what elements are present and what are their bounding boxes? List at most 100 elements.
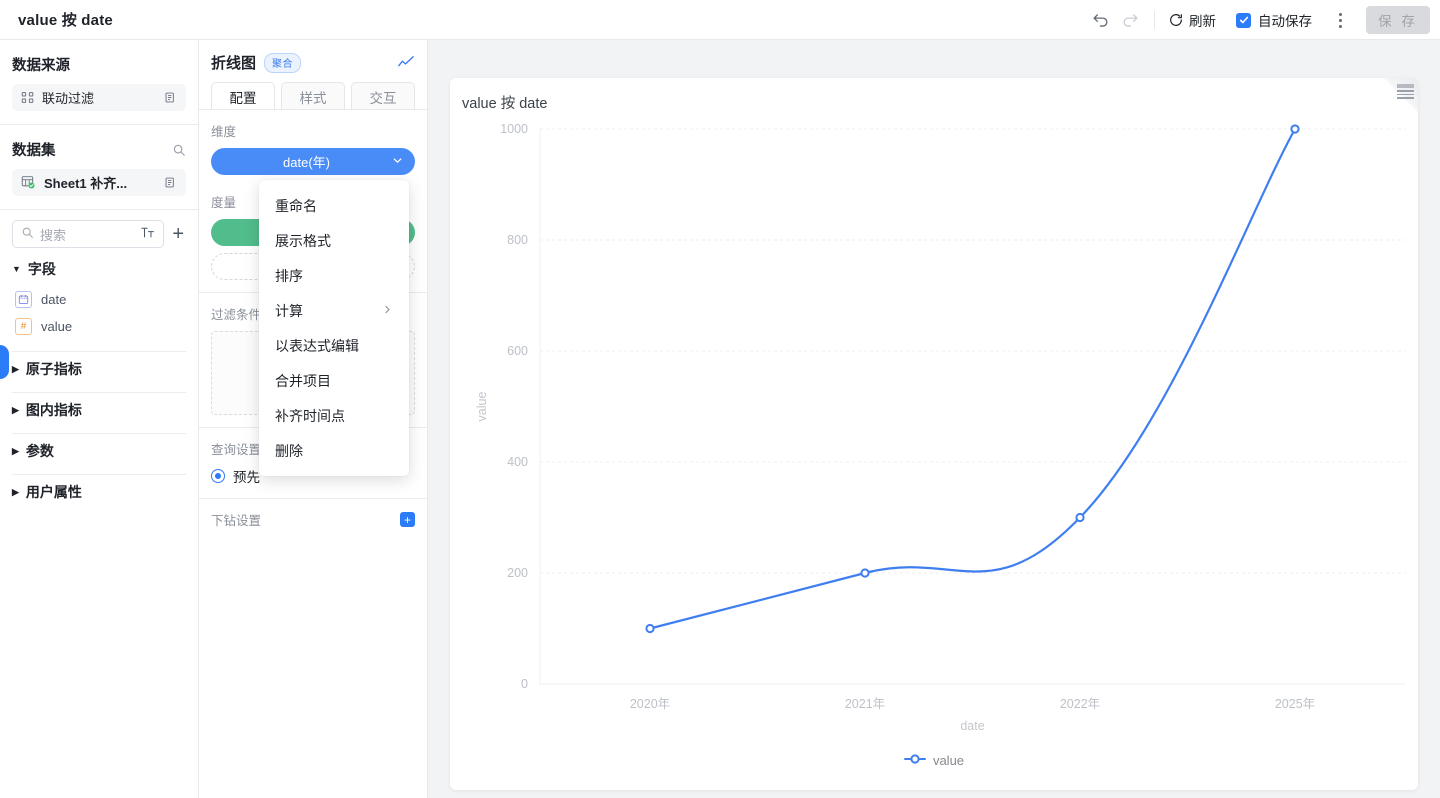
data-source-title: 数据来源 (12, 58, 70, 74)
caret-right-icon: ▶ (12, 486, 19, 497)
line-chart-icon[interactable] (397, 54, 415, 72)
menu-item-label: 排序 (275, 267, 303, 284)
series-line-value[interactable] (648, 127, 1297, 630)
caret-right-icon: ▶ (12, 363, 19, 374)
dimension-context-menu: 重命名 展示格式 排序 计算 以表达式编辑 合并项目 补齐时间点 删除 (259, 180, 409, 476)
refresh-button[interactable]: 刷新 (1164, 10, 1220, 30)
checkbox-checked-icon[interactable] (1236, 12, 1251, 28)
menu-item-display-format[interactable]: 展示格式 (259, 223, 409, 258)
x-tick-label: 2022年 (1060, 697, 1100, 711)
menu-item-fill-time-points[interactable]: 补齐时间点 (259, 398, 409, 433)
data-point[interactable] (645, 623, 655, 634)
x-tick-label: 2020年 (630, 697, 670, 711)
group-header-chart-metrics[interactable]: ▶ 图内指标 (12, 393, 186, 427)
divider (199, 109, 427, 110)
data-source-header: 数据来源 (12, 54, 186, 75)
drilldown-header: 下钻设置 + (211, 510, 415, 529)
search-icon[interactable] (172, 143, 186, 157)
menu-item-label: 计算 (275, 302, 303, 319)
table-fold-icon[interactable] (1384, 78, 1418, 112)
y-tick-label: 800 (507, 233, 528, 247)
save-button[interactable]: 保 存 (1366, 6, 1430, 34)
top-bar-actions: 刷新 自动保存 保 存 (1085, 0, 1430, 40)
menu-item-sort[interactable]: 排序 (259, 258, 409, 293)
copy-icon[interactable] (164, 176, 177, 189)
data-point[interactable] (1290, 124, 1300, 134)
group-header-fields[interactable]: ▼ 字段 (12, 252, 186, 286)
add-field-button[interactable]: + (172, 223, 184, 245)
divider (12, 474, 186, 475)
dataset-header: 数据集 (12, 139, 186, 160)
query-settings-block: 查询设置 预先 (199, 428, 427, 499)
field-item-date[interactable]: date (12, 286, 186, 313)
divider (12, 433, 186, 434)
search-input[interactable]: 搜索 (12, 220, 165, 248)
drilldown-label: 下钻设置 (211, 514, 262, 528)
sidebar-item-sheet1[interactable]: Sheet1 补齐... (12, 169, 186, 196)
x-tick-label: 2025年 (1275, 697, 1315, 711)
field-label: value (41, 319, 73, 334)
sidebar-item-link-filter[interactable]: 联动过滤 (12, 84, 186, 111)
copy-icon[interactable] (164, 91, 177, 104)
menu-item-label: 合并项目 (275, 372, 331, 389)
text-format-icon[interactable] (141, 226, 155, 242)
query-option-row[interactable]: 预先 (211, 466, 415, 486)
group-header-atomic-metrics[interactable]: ▶ 原子指标 (12, 352, 186, 386)
autosave-toggle[interactable]: 自动保存 (1236, 10, 1312, 30)
menu-item-label: 补齐时间点 (275, 407, 345, 424)
y-axis-title: value (475, 392, 489, 422)
menu-item-delete[interactable]: 删除 (259, 433, 409, 468)
plus-square-icon[interactable]: + (400, 512, 415, 527)
menu-item-label: 以表达式编辑 (275, 337, 359, 354)
search-placeholder: 搜索 (40, 227, 67, 243)
field-groups: ▼ 字段 date # value ▶ 原子指标 ▶ 图内指标 (0, 252, 198, 509)
sidebar-item-label: Sheet1 补齐... (44, 176, 128, 191)
query-option-label: 预先 (233, 470, 260, 485)
dataset-section: 数据集 Sheet1 补齐... (0, 125, 198, 210)
drilldown-block: 下钻设置 + (199, 499, 427, 549)
search-icon (21, 226, 34, 242)
tab-style[interactable]: 样式 (281, 82, 345, 110)
chart-card[interactable]: value 按 date 0 200 400 600 800 1000 2020年 2021年… (450, 78, 1418, 790)
data-point[interactable] (1075, 512, 1085, 523)
calendar-icon (15, 291, 32, 308)
data-source-section: 数据来源 联动过滤 (0, 40, 198, 125)
group-label: 用户属性 (25, 484, 82, 500)
sidebar-item-label: 联动过滤 (42, 91, 95, 106)
group-header-user-attributes[interactable]: ▶ 用户属性 (12, 475, 186, 509)
data-point[interactable] (860, 568, 870, 578)
divider (12, 351, 186, 352)
top-bar: value 按 date 刷新 自动保存 保 存 (0, 0, 1440, 40)
hash-icon: # (15, 318, 32, 335)
field-item-value[interactable]: # value (12, 313, 186, 340)
chevron-down-icon[interactable] (391, 154, 404, 170)
tab-config[interactable]: 配置 (211, 82, 275, 110)
config-tabs: 配置 样式 交互 (199, 73, 427, 110)
tab-interaction[interactable]: 交互 (351, 82, 415, 110)
field-search-row: 搜索 + (0, 210, 198, 252)
autosave-label: 自动保存 (1258, 14, 1312, 29)
measure-label: 度量 (211, 196, 237, 210)
left-sidebar: 数据来源 联动过滤 数据集 (0, 40, 199, 798)
caret-right-icon: ▶ (12, 445, 19, 456)
group-label: 字段 (27, 261, 56, 277)
x-axis-title: date (960, 719, 984, 733)
dimension-block: 维度 date(年) (199, 110, 427, 181)
kebab-icon[interactable] (1326, 6, 1354, 34)
menu-item-rename[interactable]: 重命名 (259, 188, 409, 223)
menu-item-edit-expression[interactable]: 以表达式编辑 (259, 328, 409, 363)
undo-icon[interactable] (1085, 5, 1115, 35)
table-ok-icon (21, 175, 36, 190)
line-chart-plot[interactable]: 0 200 400 600 800 1000 2020年 2021年 2022年 2025年 dat… (450, 78, 1418, 790)
caret-down-icon: ▼ (12, 263, 21, 274)
group-label: 原子指标 (25, 361, 82, 377)
legend-label-value: value (932, 753, 965, 768)
radio-selected-icon[interactable] (211, 469, 225, 483)
menu-item-merge-items[interactable]: 合并项目 (259, 363, 409, 398)
group-header-parameters[interactable]: ▶ 参数 (12, 434, 186, 468)
menu-item-calculate[interactable]: 计算 (259, 293, 409, 328)
field-label: date (41, 292, 67, 307)
y-tick-label: 600 (507, 344, 528, 358)
dimension-pill-date[interactable]: date(年) (211, 148, 415, 175)
sidebar-collapse-handle[interactable] (0, 345, 9, 379)
